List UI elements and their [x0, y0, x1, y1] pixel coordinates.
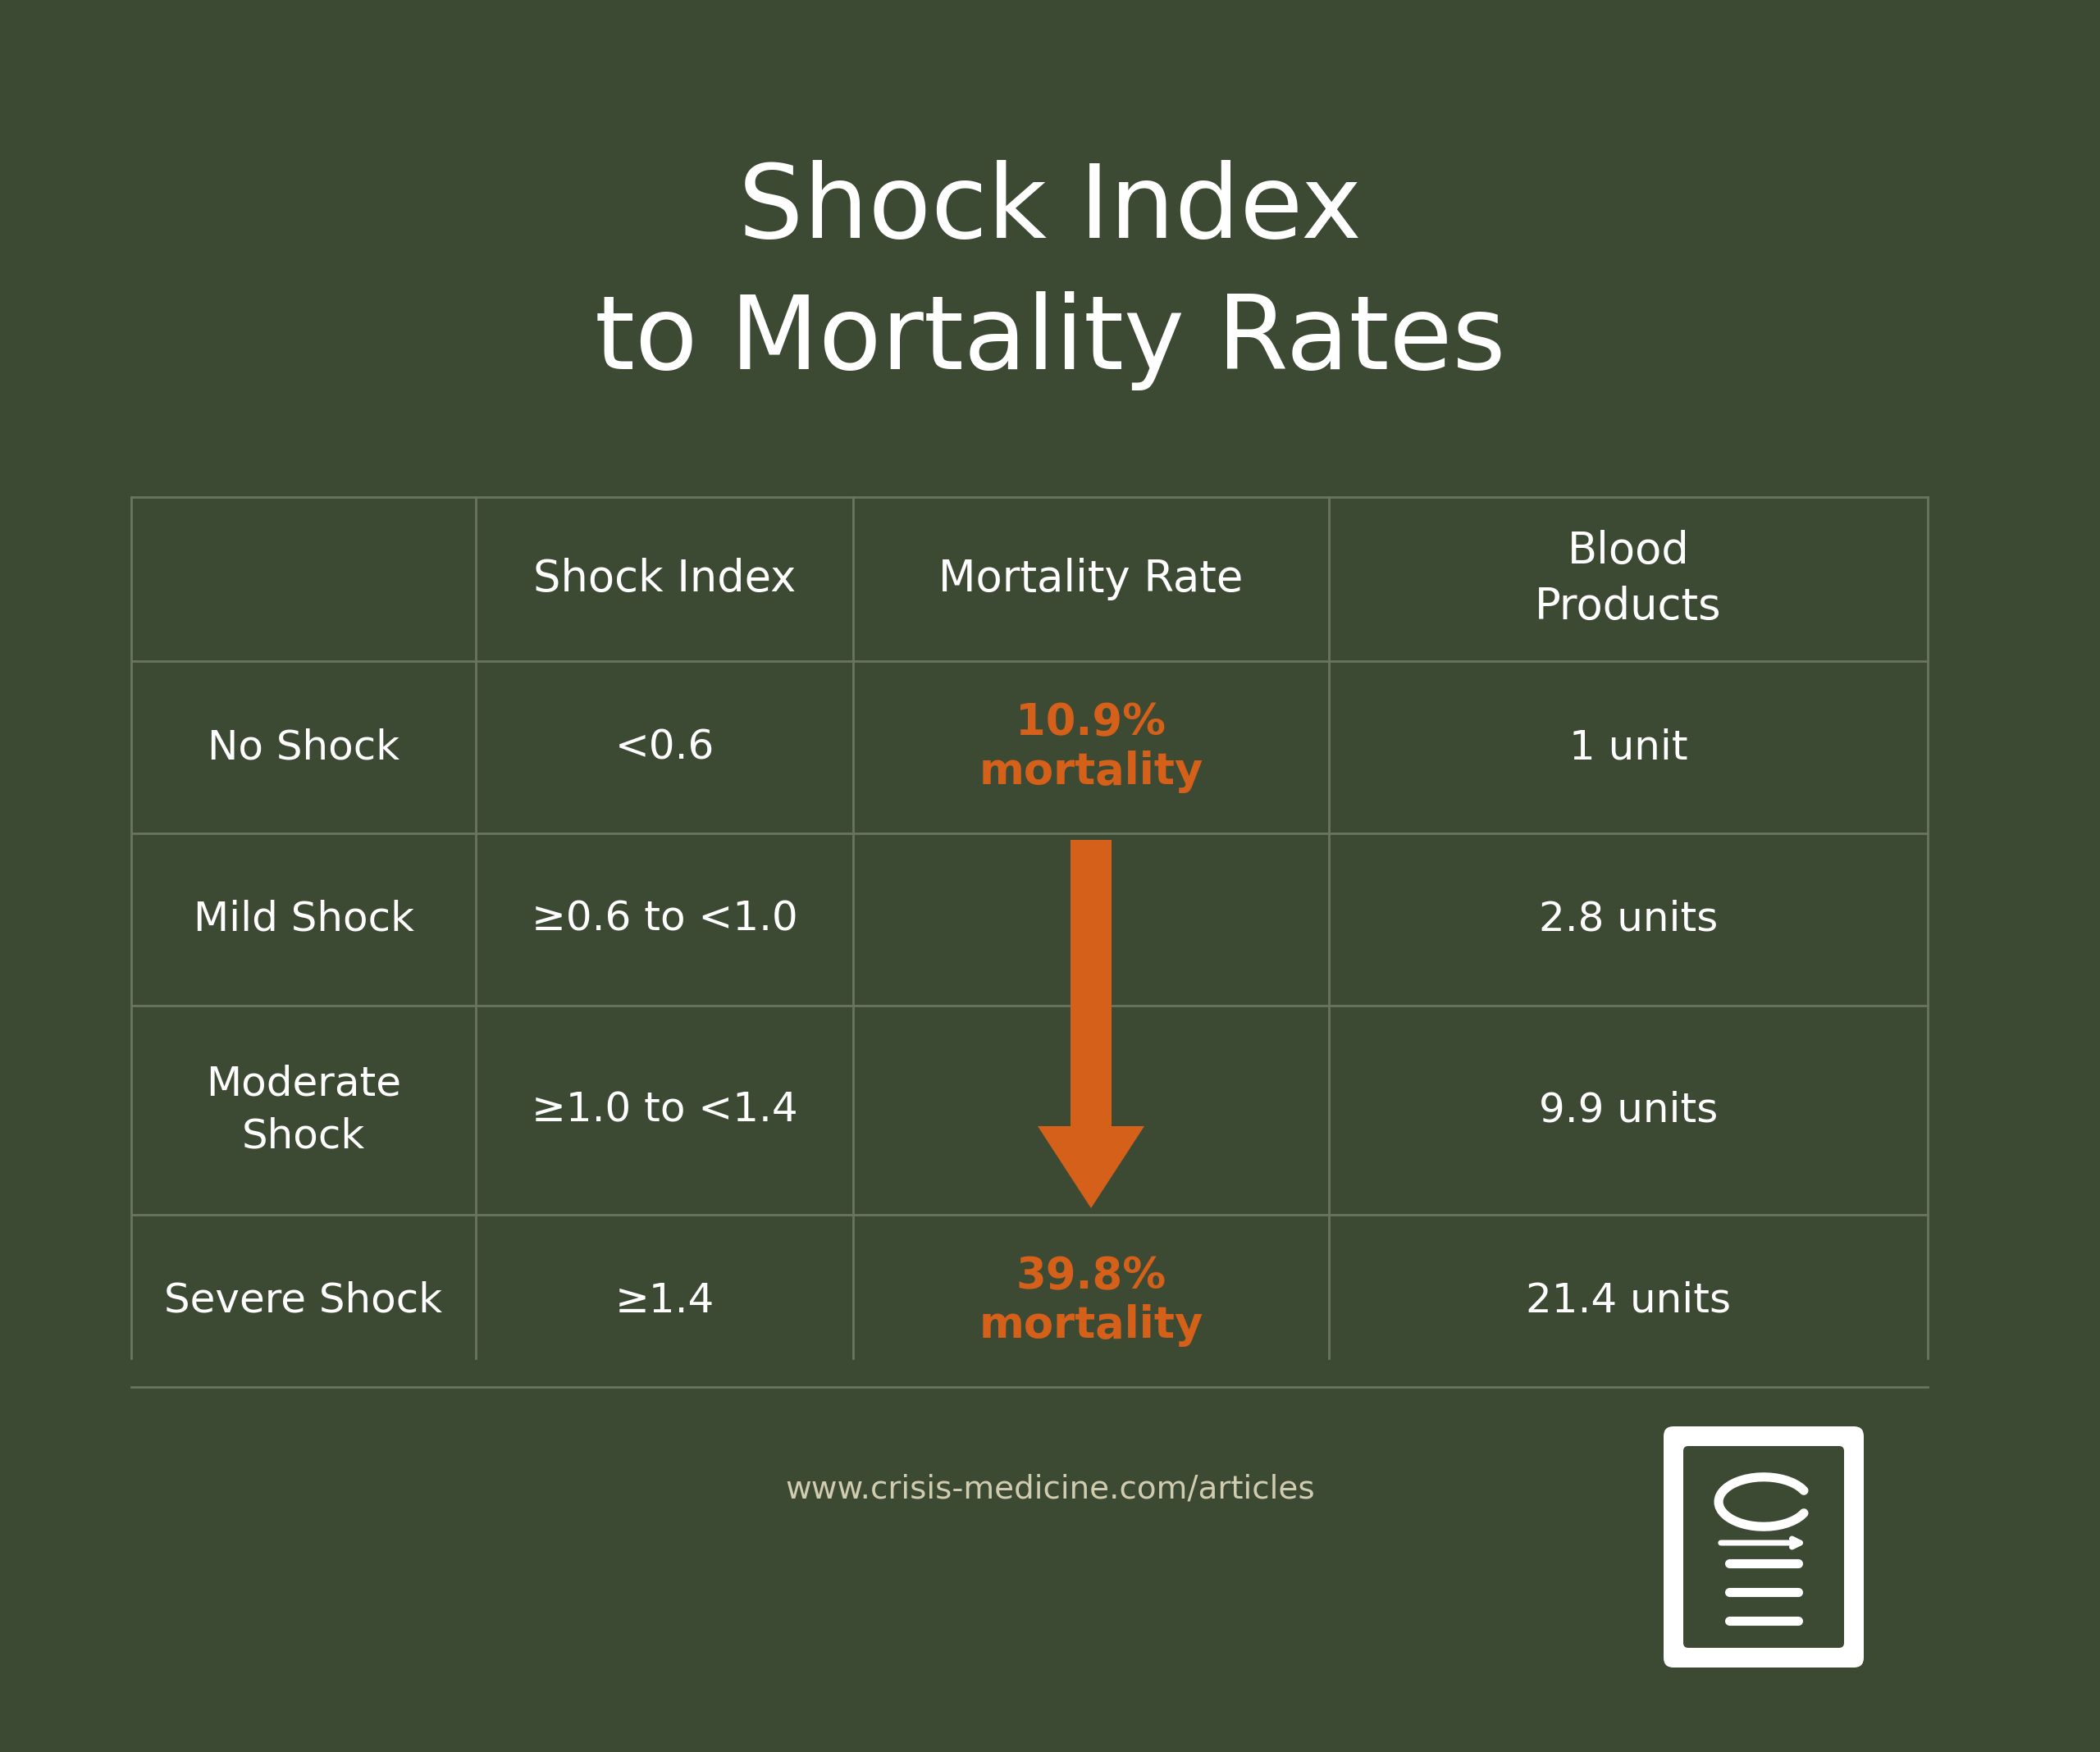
Text: ≥1.4: ≥1.4 [615, 1281, 714, 1321]
Text: Shock Index: Shock Index [739, 161, 1361, 259]
FancyBboxPatch shape [1663, 1426, 1865, 1668]
Text: to Mortality Rates: to Mortality Rates [594, 291, 1506, 391]
Text: No Shock: No Shock [208, 727, 399, 767]
Text: Severe Shock: Severe Shock [164, 1281, 443, 1321]
Text: 39.8%
mortality: 39.8% mortality [979, 1254, 1203, 1347]
Text: www.crisis-medicine.com/articles: www.crisis-medicine.com/articles [785, 1473, 1315, 1505]
Text: Moderate
Shock: Moderate Shock [206, 1065, 401, 1156]
Text: 10.9%
mortality: 10.9% mortality [979, 701, 1203, 794]
Text: Shock Index: Shock Index [533, 557, 796, 601]
Text: 9.9 units: 9.9 units [1539, 1090, 1718, 1130]
Text: Mild Shock: Mild Shock [193, 901, 414, 939]
Text: 2.8 units: 2.8 units [1539, 901, 1718, 939]
Text: Blood
Products: Blood Products [1535, 529, 1722, 629]
Text: ≥0.6 to <1.0: ≥0.6 to <1.0 [531, 901, 798, 939]
Polygon shape [1037, 839, 1144, 1209]
Text: ≥1.0 to <1.4: ≥1.0 to <1.4 [531, 1090, 798, 1130]
Text: Mortality Rate: Mortality Rate [939, 557, 1243, 601]
FancyBboxPatch shape [1684, 1445, 1844, 1649]
Text: 21.4 units: 21.4 units [1527, 1281, 1730, 1321]
Text: <0.6: <0.6 [615, 727, 714, 767]
Text: 1 unit: 1 unit [1569, 727, 1688, 767]
